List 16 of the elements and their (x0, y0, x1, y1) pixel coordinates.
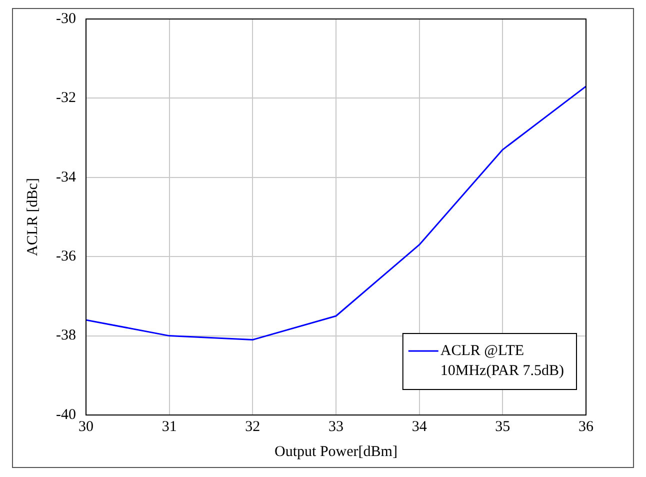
x-axis-title: Output Power[dBm] (274, 444, 398, 460)
legend-label: ACLR @LTE 10MHz(PAR 7.5dB) (440, 342, 564, 379)
y-tick-label: -40 (56, 406, 76, 423)
y-tick-label: -30 (56, 10, 76, 27)
y-tick-label: -38 (56, 328, 76, 344)
y-tick-label: -36 (56, 248, 76, 265)
x-tick-label: 31 (162, 418, 177, 435)
x-tick-label: 36 (578, 418, 594, 435)
x-tick-label: 33 (328, 418, 344, 435)
y-axis-title: ACLR [dBc] (24, 178, 41, 256)
x-tick-label: 34 (412, 418, 428, 435)
x-tick-label: 32 (245, 418, 260, 435)
y-tick-label: -34 (56, 169, 76, 186)
y-tick-label: -32 (56, 90, 76, 106)
x-tick-label: 30 (78, 418, 94, 435)
x-tick-label: 35 (495, 418, 510, 435)
